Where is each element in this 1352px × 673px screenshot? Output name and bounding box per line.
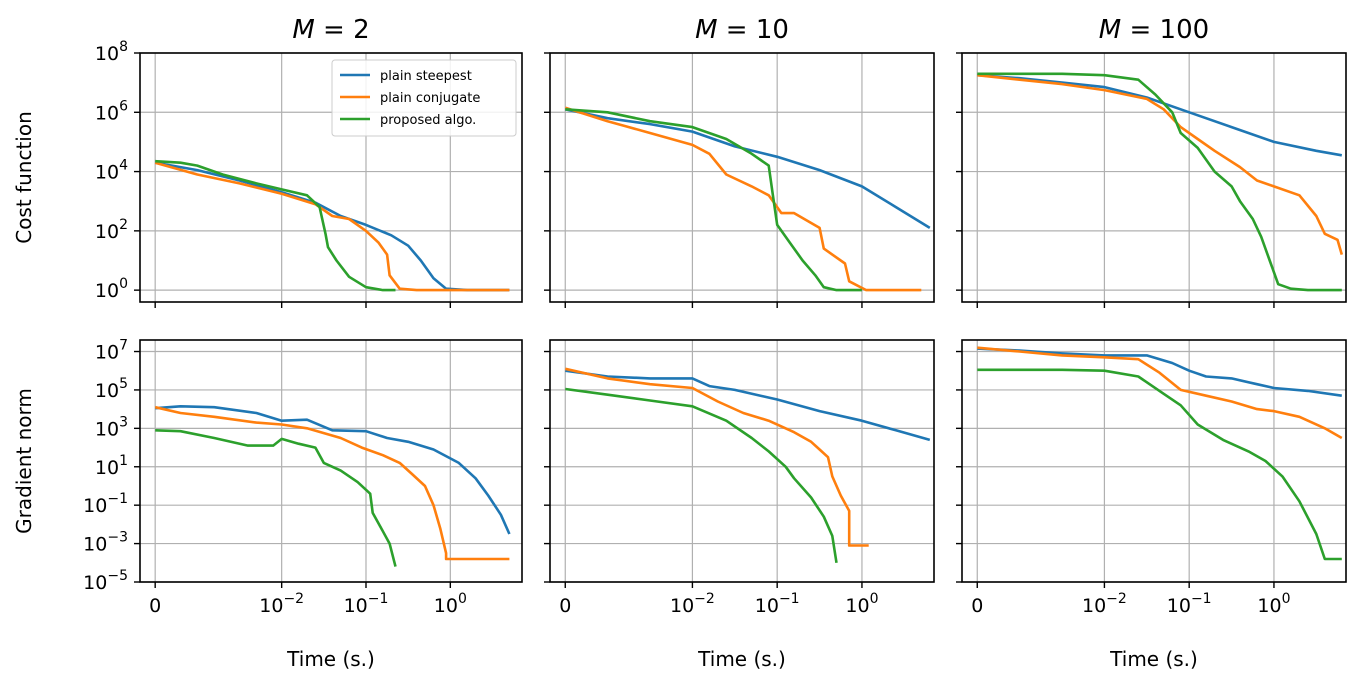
axes-frame <box>961 339 1347 583</box>
x-tick-label: 10−1 <box>755 591 800 617</box>
x-tick-label: 10−2 <box>670 591 715 617</box>
series-line-plain-conjugate <box>564 106 922 292</box>
y-tick-label: 108 <box>95 39 128 65</box>
column-title: M = 10 <box>695 15 789 45</box>
panel-r0-c0: 108 106 104 102 100 <box>95 39 523 308</box>
x-axis-label: Time (s.) <box>1109 647 1198 671</box>
series-line-plain-steepest <box>154 161 510 292</box>
series-line-plain-steepest <box>155 405 511 535</box>
series-line-plain-conjugate <box>154 161 510 292</box>
series-line-plain-conjugate <box>154 405 510 561</box>
y-axis-label: Gradient norm <box>12 388 36 534</box>
axes-frame <box>139 339 523 583</box>
x-tick-label: 10−2 <box>1082 591 1127 617</box>
y-tick-label: 100 <box>95 276 128 302</box>
y-tick-label: 105 <box>95 376 128 402</box>
axes-frame <box>549 339 935 583</box>
panel-r0-c1 <box>544 52 935 308</box>
series-line-plain-steepest <box>977 73 1343 157</box>
y-tick-label: 10−3 <box>83 530 128 556</box>
y-tick-label: 10−1 <box>83 491 128 517</box>
panel-r1-c2: 0 10−2 10−1 100 Time (s.) <box>956 339 1347 671</box>
x-axis-label: Time (s.) <box>697 647 786 671</box>
series-line-proposed-algo <box>565 387 838 564</box>
column-title: M = 2 <box>292 15 369 45</box>
y-tick-label: 101 <box>95 453 128 479</box>
legend-box <box>331 59 517 137</box>
y-tick-label: 10−5 <box>83 568 128 594</box>
legend-entry: plain conjugate <box>380 91 480 106</box>
x-tick-label: 100 <box>845 591 878 617</box>
y-tick-label: 106 <box>95 98 128 124</box>
series-line-plain-steepest <box>977 347 1342 397</box>
x-tick-label: 10−1 <box>1167 591 1212 617</box>
x-tick-label: 0 <box>149 595 161 617</box>
legend-entry: plain steepest <box>380 69 472 84</box>
series-line-plain-conjugate <box>565 367 869 547</box>
series-line-plain-conjugate <box>977 73 1344 255</box>
x-tick-label: 10−2 <box>259 591 304 617</box>
series-line-plain-conjugate <box>977 346 1343 440</box>
x-tick-label: 100 <box>434 591 467 617</box>
axes-frame <box>961 52 1347 303</box>
column-title: M = 100 <box>1099 15 1209 45</box>
x-tick-label: 0 <box>559 595 571 617</box>
series-line-plain-steepest <box>565 369 931 442</box>
series-line-proposed-algo <box>977 72 1342 292</box>
x-axis-label: Time (s.) <box>286 647 375 671</box>
y-tick-label: 104 <box>95 158 128 184</box>
axes-frame <box>139 52 523 303</box>
x-tick-label: 100 <box>1257 591 1290 617</box>
x-tick-label: 0 <box>971 595 983 617</box>
series-line-proposed-algo <box>565 108 862 292</box>
axes-frame <box>549 52 935 303</box>
series-line-proposed-algo <box>155 159 396 292</box>
y-tick-label: 102 <box>95 217 128 243</box>
x-tick-label: 10−1 <box>344 591 389 617</box>
panel-r1-c1: 0 10−2 10−1 100 Time (s.) <box>544 339 935 671</box>
legend-entry: proposed algo. <box>380 113 476 128</box>
series-line-proposed-algo <box>155 429 397 567</box>
legend: plain steepest plain conjugate proposed al… <box>331 59 517 137</box>
y-axis-label: Cost function <box>12 111 36 244</box>
y-tick-label: 107 <box>95 338 128 364</box>
series-line-proposed-algo <box>977 368 1342 561</box>
series-line-plain-steepest <box>565 108 931 230</box>
y-tick-label: 103 <box>95 414 128 440</box>
panel-r1-c0: 0 10−2 10−1 100 107 105 103 101 10−1 10−3 10−5 Time… <box>83 338 523 671</box>
panel-r0-c2 <box>956 52 1347 308</box>
